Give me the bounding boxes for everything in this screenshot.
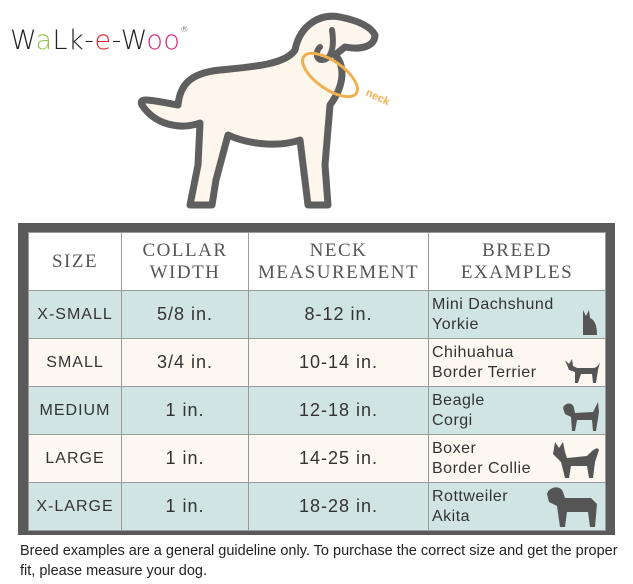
size-cell: X-LARGE [28,482,122,531]
footnote: Breed examples are a general guideline o… [20,543,618,579]
breed-name: Beagle [432,391,485,409]
header-text: WIDTH [149,261,221,283]
breed-name: Rottweiler [432,487,509,505]
breed-examples-cell: Rottweiler Akita [428,482,606,531]
header-text: MEASUREMENT [257,261,420,283]
dog-ear [313,27,336,64]
neck-collar-outline [301,51,359,99]
table-row: X-LARGE 1 in. 18-28 in. Rottweiler Akita [28,482,606,531]
collar-width-cell: 5/8 in. [121,290,249,339]
logo-letters: Lk- [52,25,95,56]
size-chart-table: SIZE COLLAR WIDTH NECK MEASUREMENT BREED EXAMP… [28,232,606,531]
size-cell: MEDIUM [28,386,122,435]
header-row: SIZE COLLAR WIDTH NECK MEASUREMENT BREED EXAMP… [28,232,606,291]
neck-measurement-cell: 14-25 in. [248,434,429,483]
rottweiler-icon [547,487,597,527]
collar-width-cell: 1 in. [121,386,249,435]
breed-name: Mini Dachshund [432,295,554,313]
registered-mark: ® [180,25,189,34]
breed-name: Chihuahua [432,343,514,361]
size-cell: SMALL [28,338,122,387]
breed-examples-cell: Chihuahua Border Terrier [428,338,606,387]
yorkie-icon [583,310,597,335]
column-header: SIZE [28,232,122,291]
collar-width-cell: 1 in. [121,482,249,531]
logo-letters: oo [146,25,181,56]
header-text: SIZE [51,250,99,272]
collar-width-cell: 1 in. [121,434,249,483]
header-text: EXAMPLES [460,261,574,283]
table-row: MEDIUM 1 in. 12-18 in. Beagle Corgi [28,386,606,435]
breed-examples-cell: Beagle Corgi [428,386,606,435]
breed-name: Border Collie [432,459,531,477]
beagle-icon [563,402,599,431]
logo-letters: a [35,25,53,56]
neck-measurement-cell: 12-18 in. [248,386,429,435]
table-row: SMALL 3/4 in. 10-14 in. Chihuahua Border Ter… [28,338,606,387]
neck-label: neck [364,87,393,109]
dog-silhouette [137,12,379,209]
breed-name: Corgi [432,411,473,429]
neck-measurement-cell: 18-28 in. [248,482,429,531]
breed-name: Yorkie [432,315,479,333]
size-cell: X-SMALL [28,290,122,339]
size-cell: LARGE [28,434,122,483]
logo-letters: -W [111,25,147,56]
column-header: NECK MEASUREMENT [248,232,429,291]
header-text: COLLAR [142,239,228,261]
table-row: X-SMALL 5/8 in. 8-12 in. Mini Dachshund York… [28,290,606,339]
logo-letters: e [94,25,112,56]
breed-examples-cell: Mini Dachshund Yorkie [428,290,606,339]
size-chart-frame: SIZE COLLAR WIDTH NECK MEASUREMENT BREED EXAMP… [18,223,615,535]
collar-width-cell: 3/4 in. [121,338,249,387]
walk-e-woo-logo: WaLk-e-Woo® [10,25,189,56]
neck-measurement-cell: 8-12 in. [248,290,429,339]
dog-illustration: neck [137,12,393,209]
chihuahua-icon [565,359,600,383]
column-header: COLLAR WIDTH [121,232,249,291]
column-header: BREED EXAMPLES [428,232,606,291]
breed-name: Boxer [432,439,477,457]
breed-examples-cell: Boxer Border Collie [428,434,606,483]
breed-name: Akita [432,507,471,525]
neck-measurement-cell: 10-14 in. [248,338,429,387]
table-row: LARGE 1 in. 14-25 in. Boxer Border Collie [28,434,606,483]
breed-name: Border Terrier [432,363,537,381]
header-text: NECK [309,239,368,261]
logo-letters: W [10,25,36,56]
header-text: BREED [482,239,552,261]
collie-icon [553,442,599,478]
